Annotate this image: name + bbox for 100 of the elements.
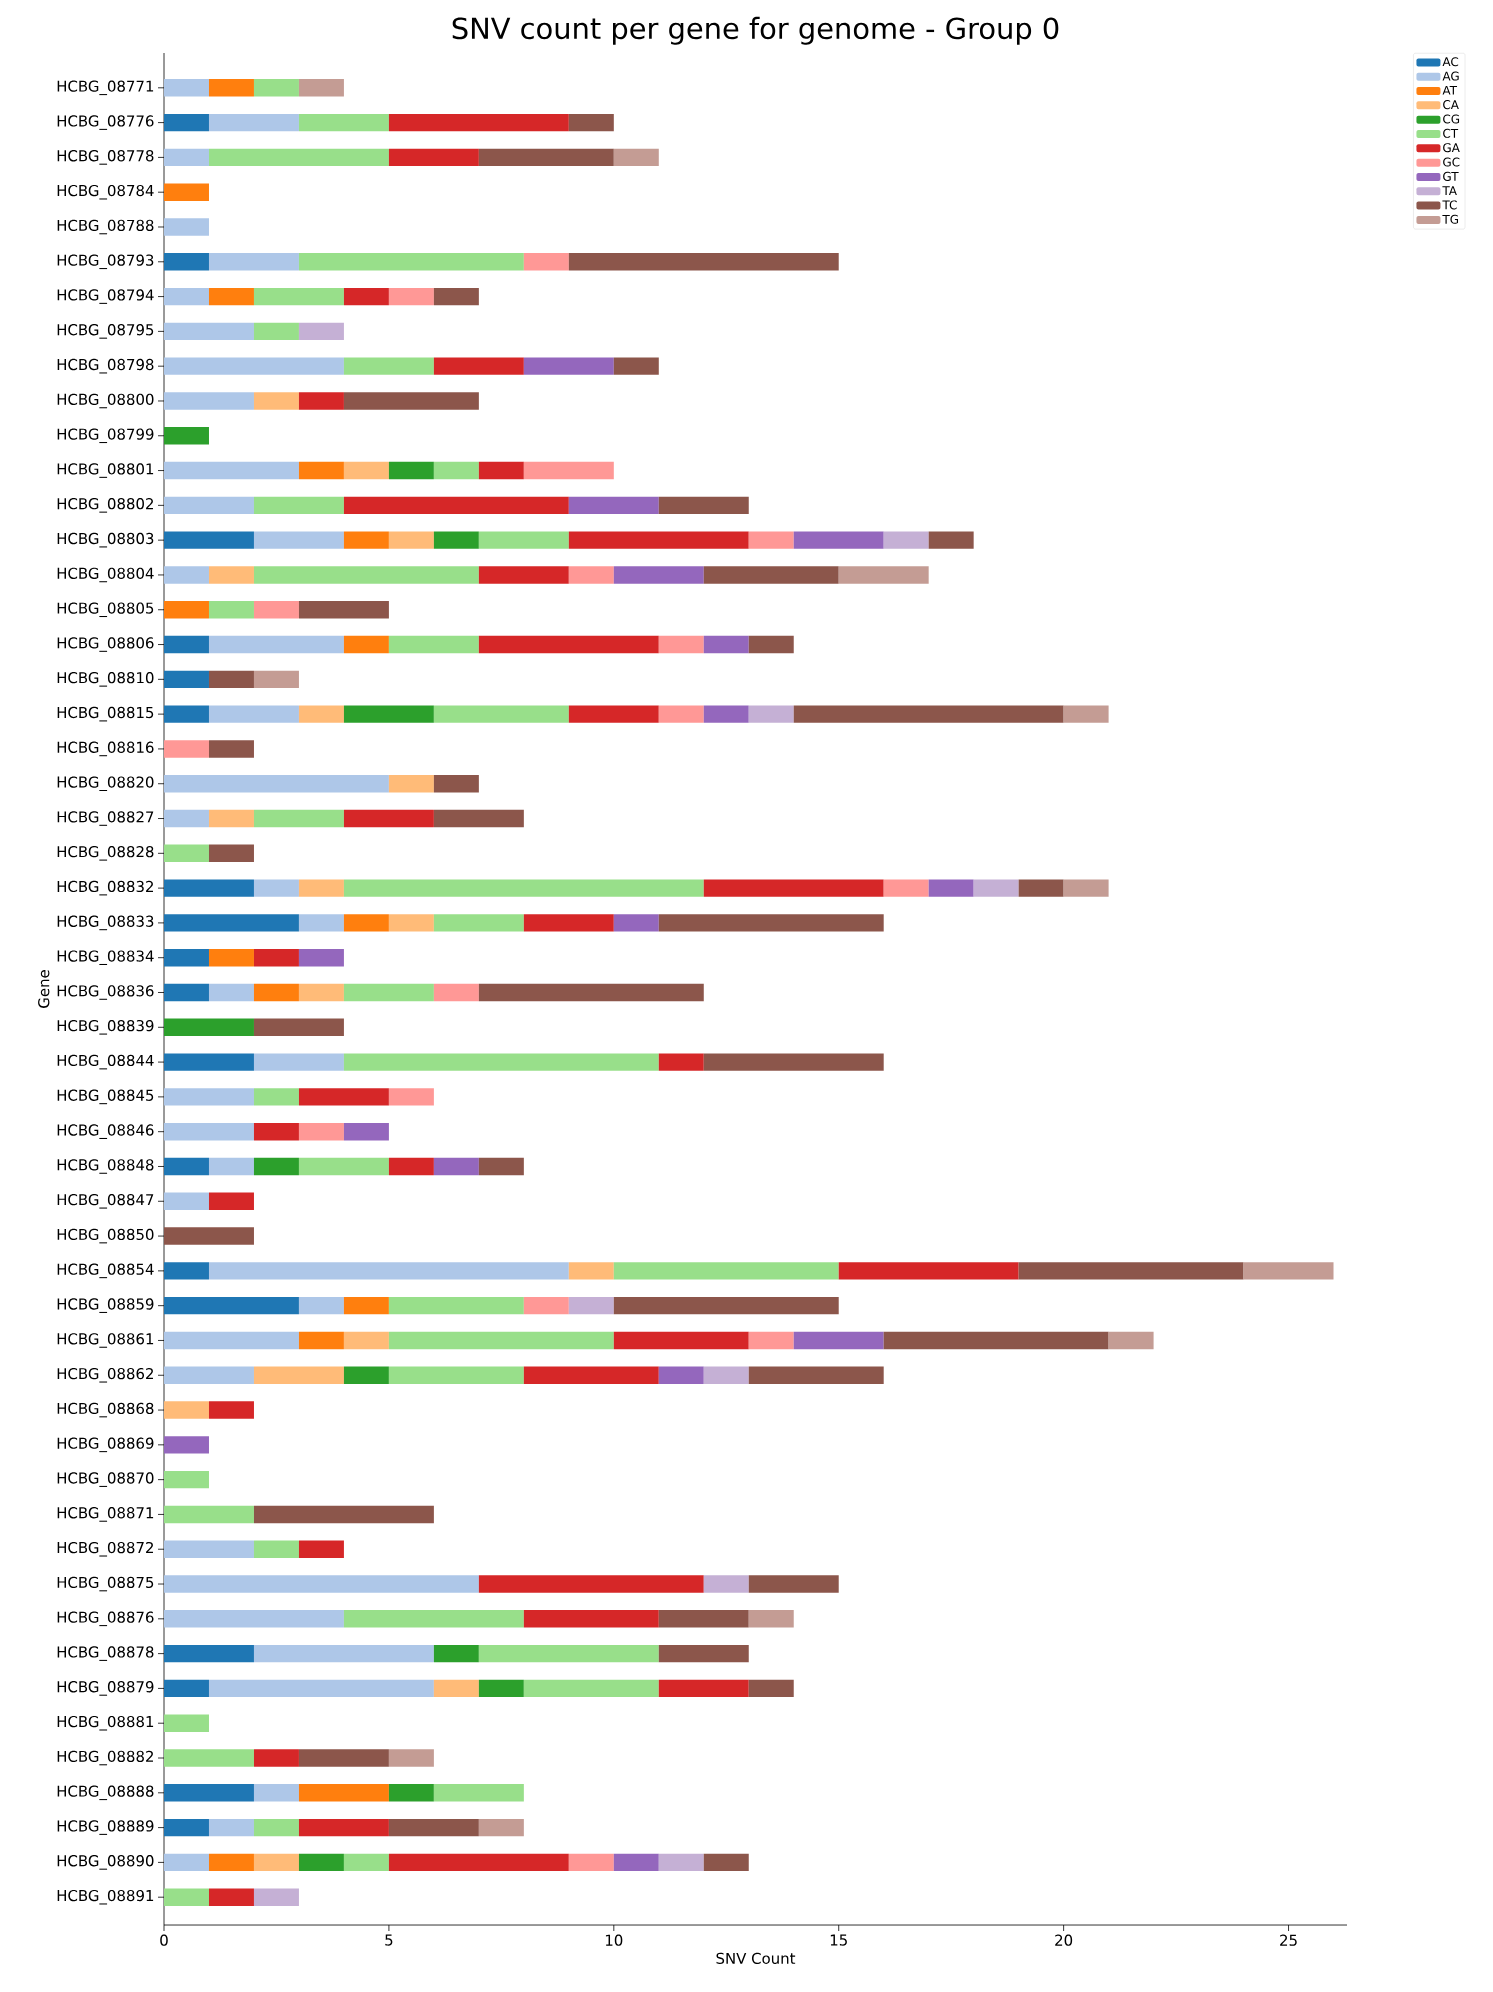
bar [164,113,209,132]
y-tick-label: HCBG_08801 [57,463,154,478]
legend-label: CG [1443,114,1460,124]
bar [388,1331,614,1350]
bar [253,1122,299,1141]
y-tick-label: HCBG_08806 [57,637,154,652]
y-tick-label: HCBG_08778 [57,150,154,165]
bar [298,322,344,341]
bar [164,1122,254,1141]
bar [253,809,344,828]
bar [343,1053,659,1071]
legend-label: TG [1442,214,1459,224]
bar [164,148,209,167]
bar [748,1575,839,1593]
bar [613,1853,659,1872]
y-axis-title: Gene [38,970,50,1008]
legend-label: AC [1442,57,1459,67]
bar [164,1644,254,1663]
bar [568,496,659,515]
bar [164,809,209,828]
bar [658,1644,749,1663]
y-tick-label: HCBG_08870 [57,1472,154,1487]
bar [388,1818,479,1837]
y-tick-label: HCBG_08854 [57,1263,154,1279]
bar [253,949,299,967]
bar [253,1853,299,1872]
x-tick-label: 20 [1055,1934,1073,1946]
y-tick-label: HCBG_08882 [57,1750,153,1766]
bar [164,983,209,1002]
y-tick-label: HCBG_08828 [57,846,154,861]
bar [164,1470,209,1489]
bar [164,1505,254,1524]
bar [1018,1262,1244,1280]
bar [343,983,434,1002]
bar [973,879,1019,897]
bar [658,1610,749,1628]
bar [613,357,659,375]
bar [208,1818,254,1837]
bar [658,914,884,932]
y-tick-label: HCBG_08793 [57,254,154,270]
bar [703,1853,749,1872]
y-tick-label: HCBG_08839 [57,1019,154,1035]
bar [164,392,254,410]
bar [208,1679,434,1698]
x-tick-label: 0 [160,1934,168,1946]
bar [748,1331,794,1350]
bar [298,1818,389,1837]
bar [478,461,524,480]
y-tick-label: HCBG_08876 [57,1611,154,1627]
bar [658,1679,749,1698]
legend-label: TC [1442,200,1457,210]
legend-label: CA [1443,100,1459,110]
bar [883,879,929,897]
bar [478,983,704,1002]
bar [208,1853,254,1872]
y-tick-label: HCBG_08799 [57,428,154,444]
bar [613,148,659,167]
legend-label: GC [1443,157,1460,167]
y-tick-label: HCBG_08833 [57,915,154,931]
y-tick-label: HCBG_08805 [57,602,154,618]
bar [343,1853,389,1872]
bar [208,809,254,828]
bar [164,427,209,445]
bar [748,1610,794,1628]
bar [298,1122,344,1141]
bar [613,1331,749,1350]
bar [208,1157,254,1176]
bar [164,1610,344,1628]
bar [298,1784,389,1802]
y-tick-label: HCBG_08798 [57,358,154,374]
bar [298,1540,344,1558]
bar [703,879,884,897]
bar [388,914,434,932]
bar [253,1366,344,1384]
bar [478,148,614,167]
bar [298,253,524,271]
bar [164,287,209,306]
bar [388,113,569,132]
y-tick-label: HCBG_08862 [57,1367,153,1383]
bar [164,566,209,584]
bar [208,740,254,758]
bar [298,601,389,619]
bar [343,879,704,897]
bar [1108,1331,1154,1350]
legend-label: TA [1442,186,1457,195]
y-tick-label: HCBG_08859 [57,1298,154,1313]
y-tick-label: HCBG_08803 [57,532,154,548]
bar [568,566,614,584]
y-tick-label: HCBG_08810 [57,672,154,687]
bar [343,809,434,828]
y-tick-label: HCBG_08881 [57,1715,154,1731]
bar [928,879,974,897]
bar [208,566,254,584]
bar [478,1818,524,1837]
bar [253,879,299,897]
bar [164,253,209,271]
legend-label: GT [1443,171,1459,181]
bar [208,79,254,97]
bar [433,775,479,793]
bar [703,566,839,584]
